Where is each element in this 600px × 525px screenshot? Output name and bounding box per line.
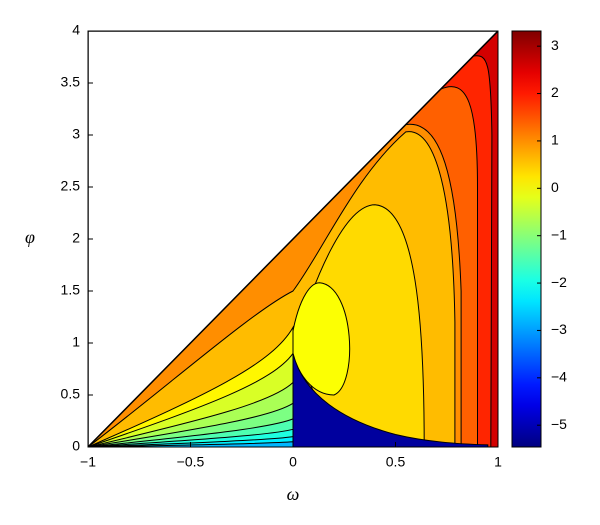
colorbar-tick-label: −2: [551, 274, 567, 290]
colorbar: [511, 30, 542, 448]
contour-region: [88, 441, 294, 447]
contour-plot: [88, 31, 498, 447]
x-tick-label: −0.5: [177, 454, 205, 470]
x-tick-label: 0: [289, 454, 297, 470]
colorbar-tick-label: 2: [551, 84, 559, 100]
colorbar-tick-label: 3: [551, 37, 559, 53]
x-axis-label: ω: [287, 484, 300, 504]
y-tick-label: 2: [72, 230, 80, 246]
domain-mask: [88, 31, 498, 447]
colorbar-tick-label: 0: [551, 179, 559, 195]
y-tick-label: 3.5: [61, 74, 81, 90]
contour-region: [290, 282, 351, 396]
y-tick-label: 3: [72, 126, 80, 142]
x-tick-label: 1: [494, 454, 502, 470]
y-tick-label: 4: [72, 22, 80, 38]
colorbar-tick-label: −4: [551, 369, 567, 385]
x-tick-label: −1: [80, 454, 96, 470]
colorbar-tick-label: −5: [551, 416, 567, 432]
colorbar-tick-label: −1: [551, 226, 567, 242]
y-tick-label: 0.5: [61, 386, 81, 402]
colorbar-tick-label: −3: [551, 321, 567, 337]
contour-region: [292, 353, 489, 447]
y-tick-label: 0: [72, 438, 80, 454]
y-axis-label: φ: [25, 227, 35, 247]
colorbar-tick-label: 1: [551, 132, 559, 148]
y-tick-label: 2.5: [61, 178, 81, 194]
x-tick-label: 0.5: [386, 454, 406, 470]
y-tick-label: 1.5: [61, 282, 81, 298]
y-tick-label: 1: [72, 334, 80, 350]
